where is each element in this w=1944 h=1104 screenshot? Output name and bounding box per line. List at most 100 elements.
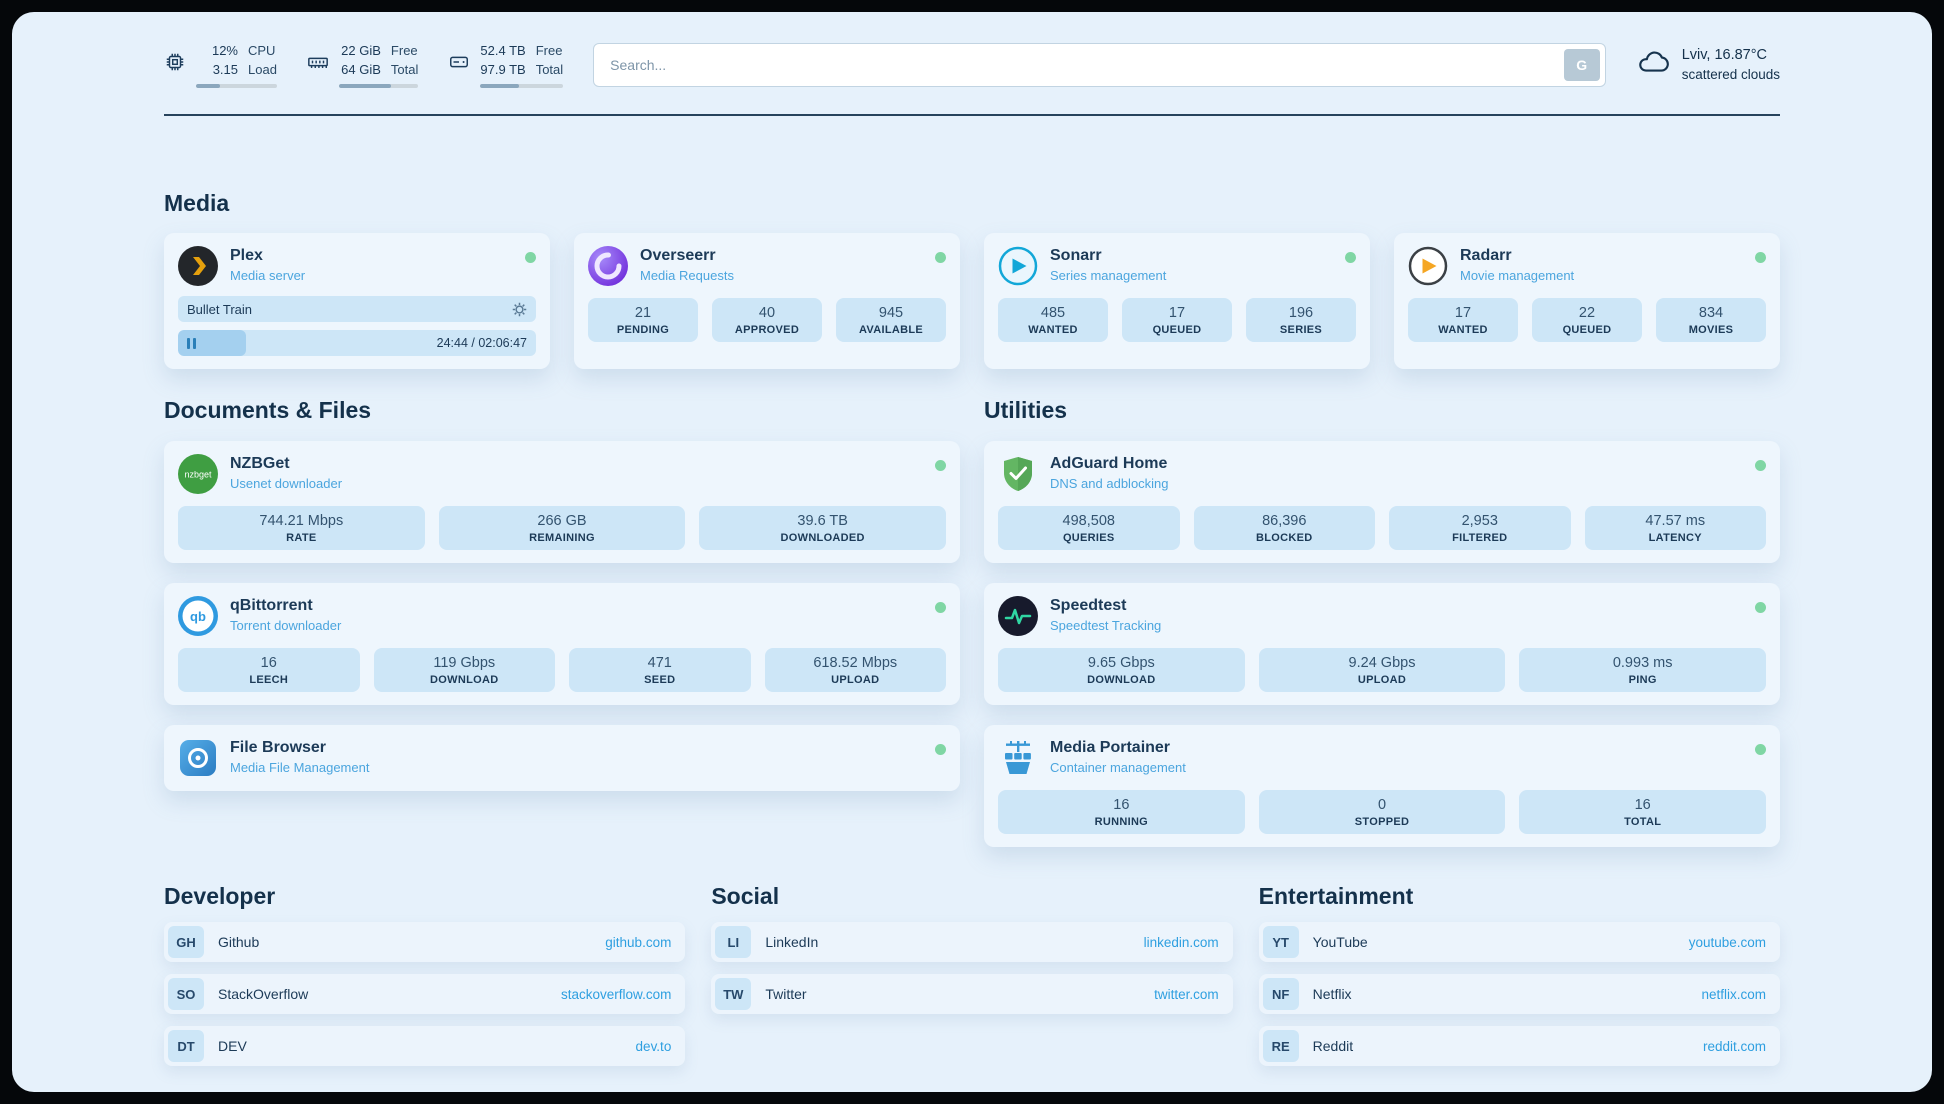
sonarr-icon [998, 246, 1038, 286]
link-url[interactable]: stackoverflow.com [561, 986, 672, 1002]
speedtest-stats: 9.65 Gbps DOWNLOAD 9.24 Gbps UPLOAD 0.99… [998, 647, 1767, 692]
portainer-stats: 16 RUNNING 0 STOPPED 16 TOTAL [998, 789, 1767, 834]
stat-label: LATENCY [1648, 531, 1702, 544]
section-title-entertainment: Entertainment [1258, 882, 1414, 909]
stat-chip: 485 WANTED [998, 298, 1108, 343]
status-dot [935, 459, 946, 471]
stat-value: 16 [1634, 796, 1651, 813]
search-engine-button[interactable]: G [1563, 48, 1600, 81]
portainer-card: Media Portainer Container management 16 … [984, 724, 1780, 847]
link-url[interactable]: youtube.com [1688, 934, 1766, 950]
link-url[interactable]: dev.to [635, 1038, 672, 1054]
sonarr-stats: 485 WANTED 17 QUEUED 196 SERIES [998, 298, 1356, 343]
radarr-stats: 17 WANTED 22 QUEUED 834 MOVIES [1408, 298, 1766, 343]
stat-chip: 39.6 TB DOWNLOADED [699, 505, 947, 550]
stat-label: APPROVED [734, 324, 800, 337]
disk-progress-bar [480, 83, 564, 88]
qbittorrent-icon: qb [178, 595, 218, 636]
link-stackoverflow[interactable]: SO StackOverflow stackoverflow.com [164, 974, 686, 1015]
pause-icon[interactable] [187, 337, 196, 349]
speedtest-card: Speedtest Speedtest Tracking 9.65 Gbps D… [984, 582, 1780, 705]
stat-value: 471 [647, 654, 672, 671]
sonarr-card: Sonarr Series management 485 WANTED 17 Q… [984, 233, 1370, 370]
gear-icon[interactable] [512, 302, 527, 317]
stat-label: BLOCKED [1256, 531, 1313, 544]
app-name: Sonarr [1050, 247, 1102, 265]
ram-total-value: 64 GiB [341, 61, 381, 77]
link-name: YouTube [1312, 934, 1368, 951]
app-name: File Browser [230, 738, 327, 756]
nzbget-stats: 744.21 Mbps RATE 266 GB REMAINING 39.6 T… [178, 505, 947, 550]
radarr-card: Radarr Movie management 17 WANTED 22 QUE… [1394, 233, 1780, 370]
netflix-badge-icon: NF [1262, 978, 1299, 1011]
app-subtitle: DNS and adblocking [1050, 475, 1169, 491]
link-github[interactable]: GH Github github.com [164, 922, 686, 963]
search-input[interactable] [608, 55, 1564, 74]
stat-label: AVAILABLE [858, 324, 923, 337]
link-name: Github [218, 934, 260, 951]
weather-widget: Lviv, 16.87°C scattered clouds [1636, 45, 1780, 84]
stat-value: 17 [1454, 305, 1472, 322]
overseerr-app-link[interactable]: Overseerr Media Requests [588, 246, 946, 287]
stat-value: 0.993 ms [1612, 654, 1673, 671]
sonarr-app-link[interactable]: Sonarr Series management [998, 246, 1356, 286]
adguard-card: AdGuard Home DNS and adblocking 498,508 … [984, 440, 1780, 563]
cpu-chip-icon [164, 51, 186, 73]
app-subtitle: Media Requests [640, 268, 734, 284]
stat-label: WANTED [1028, 324, 1078, 337]
link-url[interactable]: twitter.com [1154, 986, 1219, 1002]
link-url[interactable]: netflix.com [1701, 986, 1766, 1002]
qbittorrent-card: qb qBittorrent Torrent downloader 16 [164, 582, 960, 705]
stackoverflow-badge-icon: SO [168, 978, 204, 1011]
stat-label: DOWNLOAD [1087, 673, 1156, 686]
adguard-app-link[interactable]: AdGuard Home DNS and adblocking [998, 454, 1766, 494]
adguard-stats: 498,508 QUERIES 86,396 BLOCKED 2,953 FIL… [998, 505, 1766, 550]
stat-chip: 945 AVAILABLE [836, 298, 946, 343]
stat-chip: 0 STOPPED [1258, 789, 1506, 834]
app-subtitle: Usenet downloader [230, 475, 343, 491]
search-bar: G [593, 42, 1606, 87]
link-url[interactable]: linkedin.com [1143, 934, 1219, 950]
stat-value: 39.6 TB [797, 512, 848, 529]
status-dot [1345, 252, 1356, 264]
dev-badge-icon: DT [168, 1030, 204, 1063]
cpu-usage-value: 12% [211, 43, 238, 58]
plex-progress: 24:44 / 02:06:47 [178, 330, 536, 357]
plex-app-link[interactable]: Plex Media server [178, 246, 536, 287]
link-reddit[interactable]: RE Reddit reddit.com [1258, 1026, 1780, 1067]
stat-label: RATE [286, 531, 317, 544]
plex-icon [178, 246, 218, 287]
link-name: Twitter [765, 986, 807, 1003]
link-twitter[interactable]: TW Twitter twitter.com [711, 974, 1233, 1015]
stat-label: RUNNING [1094, 815, 1149, 828]
link-youtube[interactable]: YT YouTube youtube.com [1258, 922, 1780, 963]
stat-chip: 16 RUNNING [998, 789, 1245, 834]
system-stats: 12% 3.15 CPU Load [164, 42, 564, 88]
stat-value: 86,396 [1262, 512, 1307, 529]
link-netflix[interactable]: NF Netflix netflix.com [1258, 974, 1780, 1015]
header-divider [164, 113, 1780, 116]
app-name: qBittorrent [230, 596, 313, 614]
qbittorrent-app-link[interactable]: qb qBittorrent Torrent downloader [178, 595, 946, 636]
nzbget-app-link[interactable]: nzbget NZBGet Usenet downloader [178, 453, 946, 494]
stat-chip: 266 GB REMAINING [438, 505, 686, 550]
filebrowser-icon [178, 738, 218, 778]
link-url[interactable]: github.com [605, 934, 672, 950]
section-title-media: Media [164, 189, 230, 216]
adguard-shield-icon [998, 454, 1038, 494]
portainer-app-link[interactable]: Media Portainer Container management [998, 738, 1766, 778]
link-name: Reddit [1312, 1038, 1354, 1055]
speedtest-app-link[interactable]: Speedtest Speedtest Tracking [998, 595, 1766, 636]
radarr-app-link[interactable]: Radarr Movie management [1408, 246, 1766, 286]
filebrowser-app-link[interactable]: File Browser Media File Management [178, 738, 946, 778]
entertainment-column: Entertainment YT YouTube youtube.com NF … [1258, 882, 1780, 1067]
app-name: Radarr [1460, 247, 1512, 265]
link-linkedin[interactable]: LI LinkedIn linkedin.com [711, 922, 1233, 963]
link-url[interactable]: reddit.com [1702, 1038, 1766, 1054]
status-dot [935, 601, 946, 613]
link-dev[interactable]: DT DEV dev.to [164, 1026, 686, 1067]
nzbget-card: nzbget NZBGet Usenet downloader 744.21 M… [164, 440, 960, 563]
disk-stat: 52.4 TB 97.9 TB Free Total [448, 42, 564, 88]
link-name: StackOverflow [218, 986, 309, 1003]
status-dot [935, 252, 946, 264]
